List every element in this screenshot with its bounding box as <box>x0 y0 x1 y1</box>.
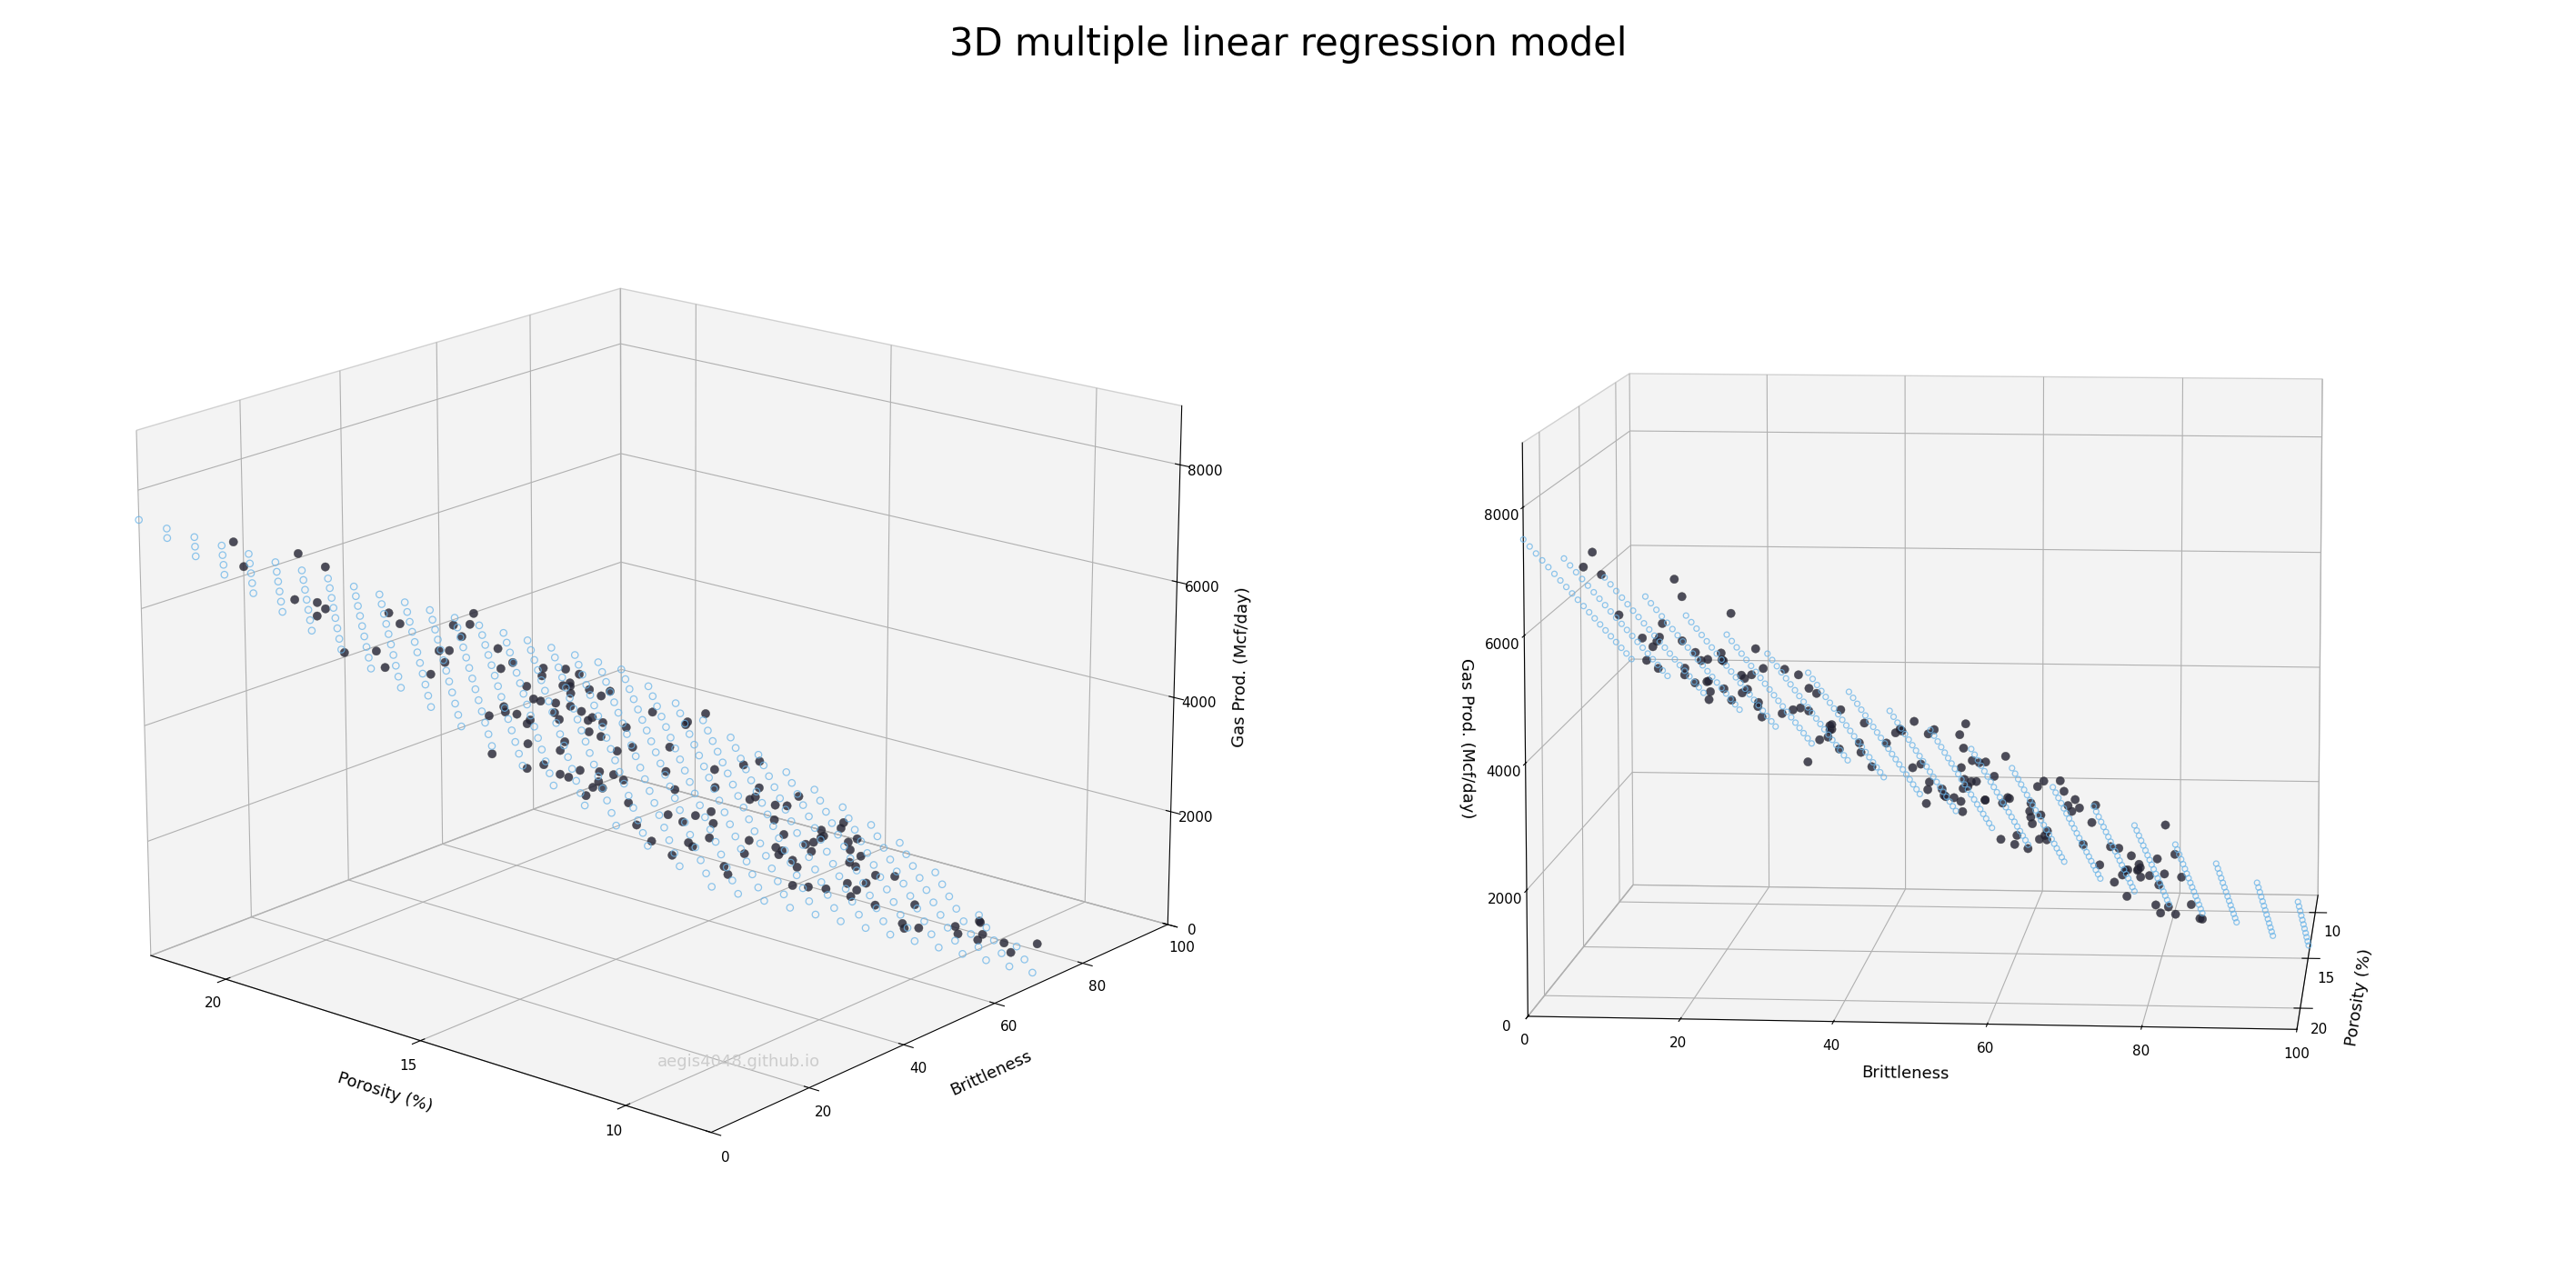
Text: aegis4048.github.io: aegis4048.github.io <box>657 1053 819 1070</box>
Y-axis label: Brittleness: Brittleness <box>1862 1065 1950 1083</box>
Y-axis label: Brittleness: Brittleness <box>948 1047 1033 1098</box>
Text: 3D multiple linear regression model: 3D multiple linear regression model <box>948 26 1628 64</box>
X-axis label: Porosity (%): Porosity (%) <box>2344 947 2375 1047</box>
X-axis label: Porosity (%): Porosity (%) <box>335 1070 435 1115</box>
